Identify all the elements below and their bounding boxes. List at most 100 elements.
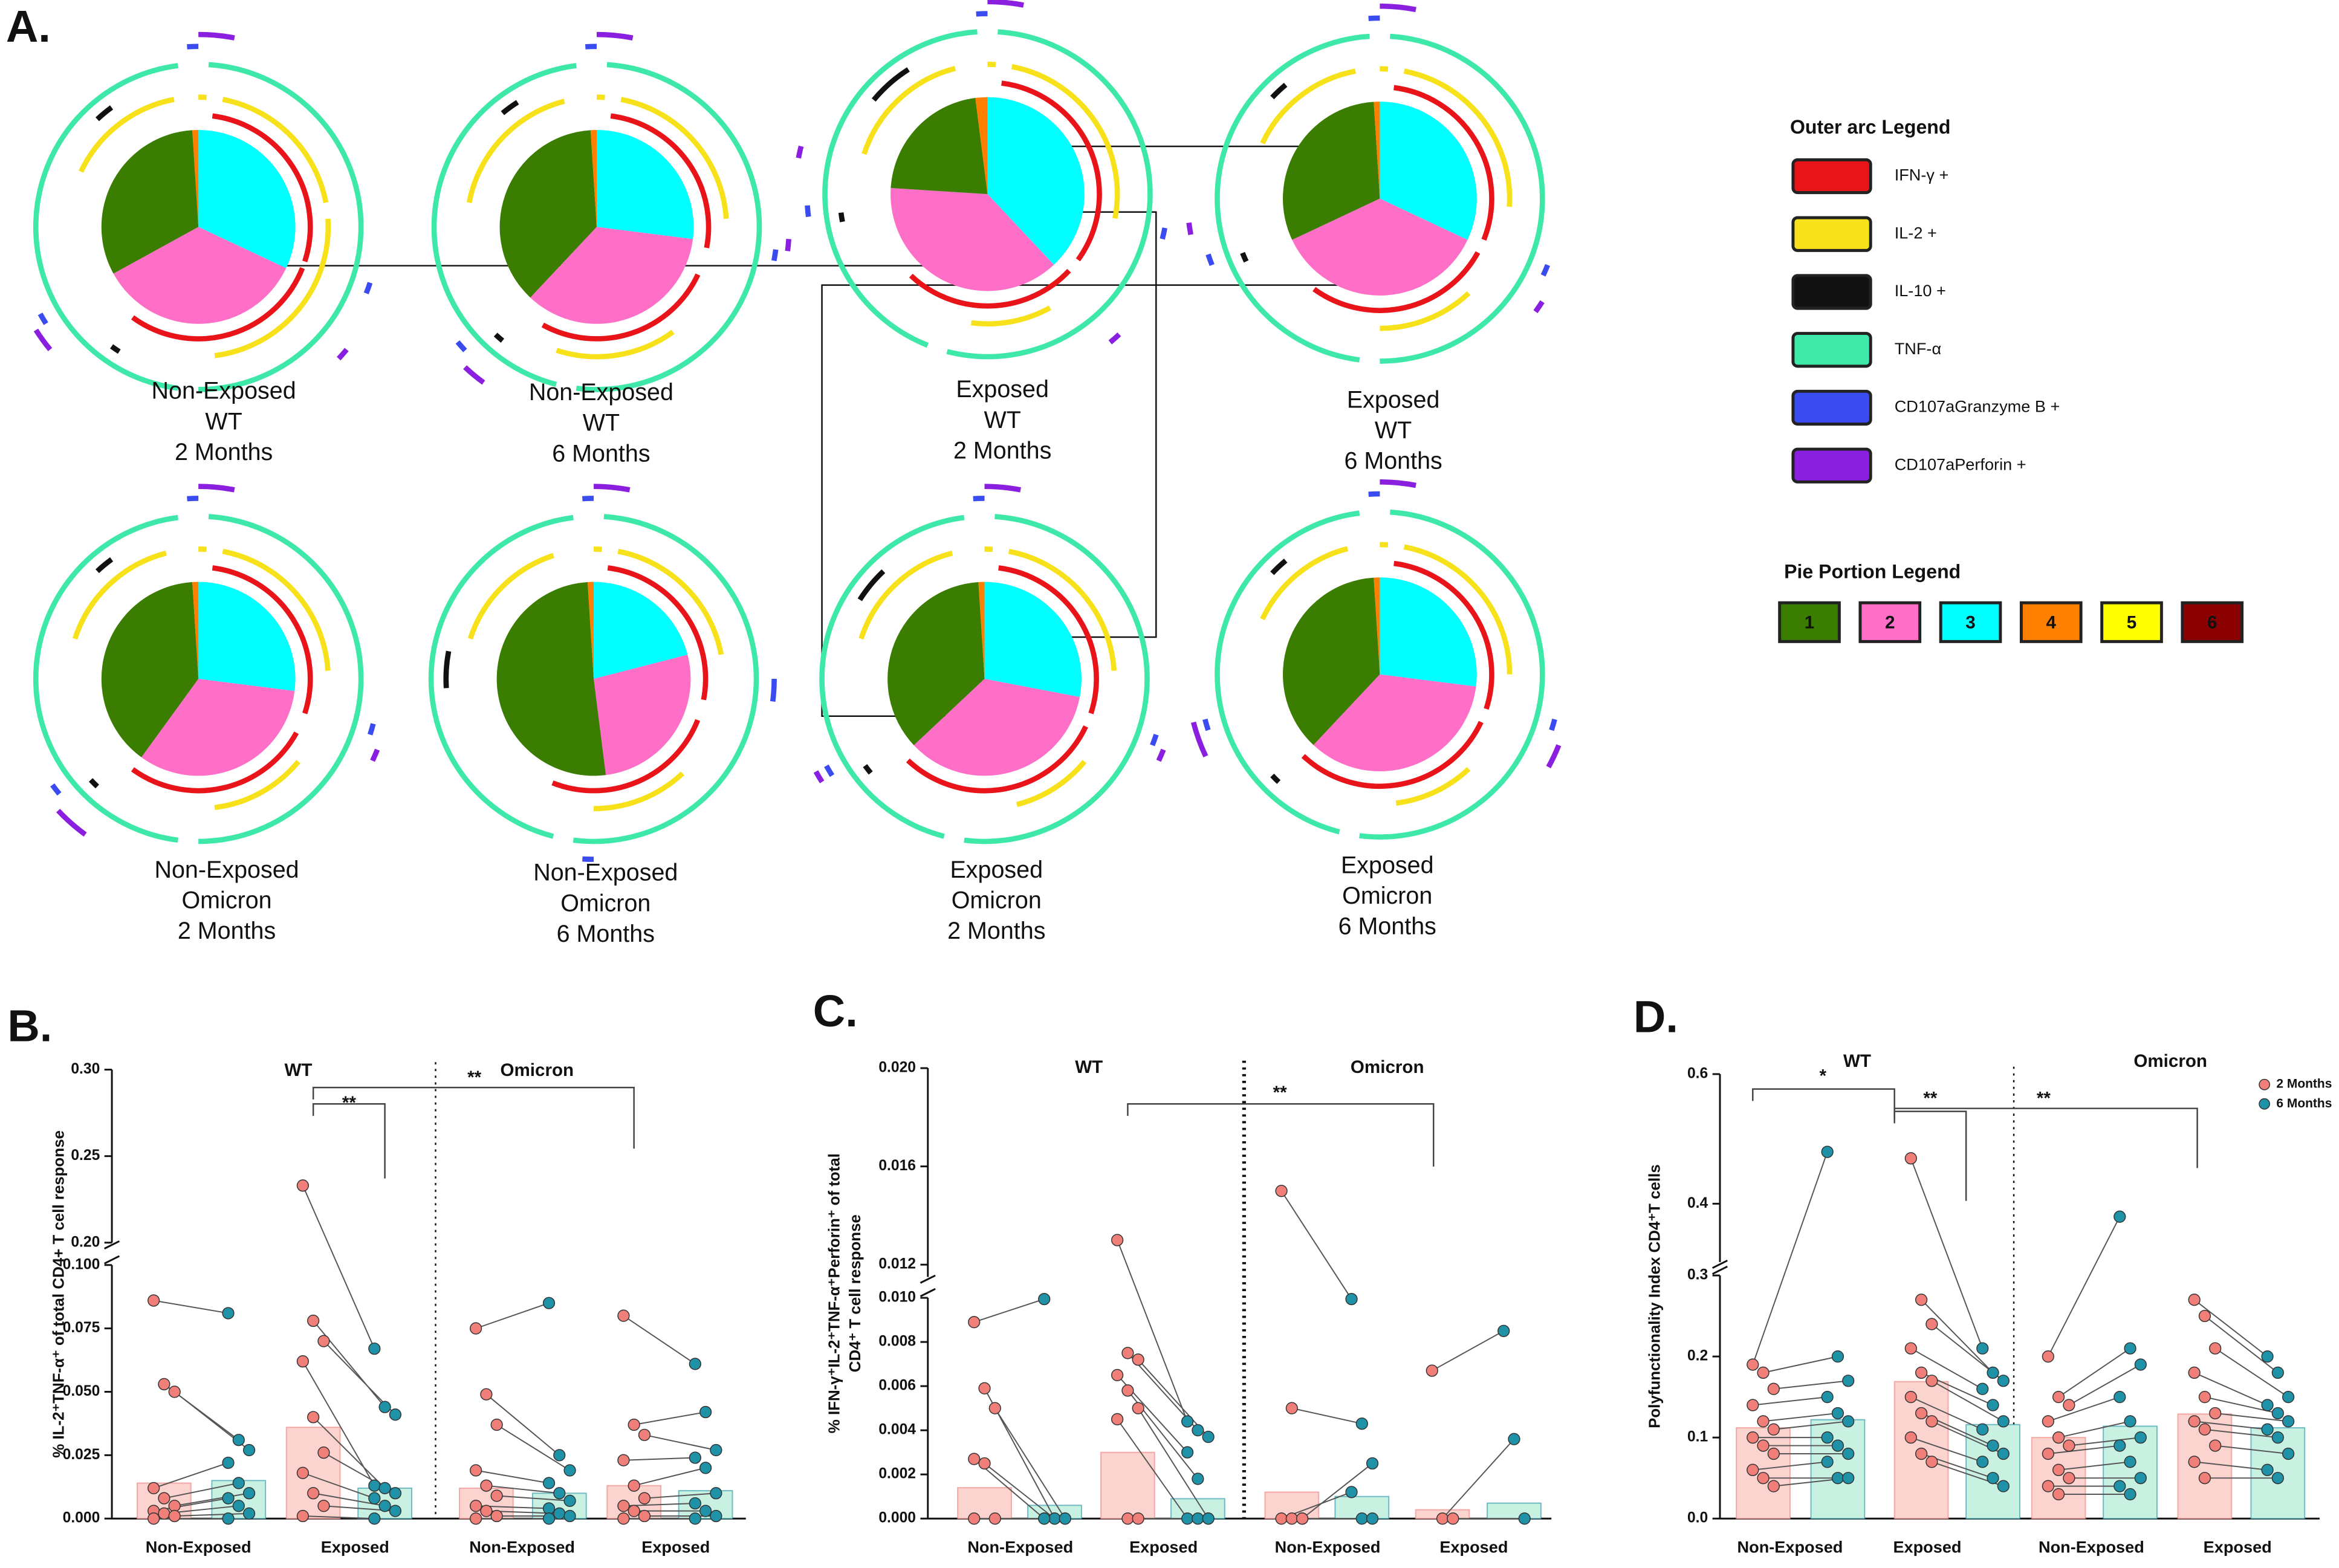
outer-arc — [198, 31, 235, 40]
outer-arc — [1205, 253, 1215, 267]
data-point — [1426, 1364, 1438, 1377]
pie-slice — [1374, 577, 1380, 675]
data-point — [307, 1314, 320, 1327]
pie-slice — [101, 130, 199, 274]
outer-arc — [88, 778, 99, 789]
pair-line — [1117, 1240, 1189, 1422]
data-point — [1821, 1431, 1834, 1444]
pair-line — [1117, 1419, 1188, 1519]
data-point — [1355, 1512, 1368, 1525]
outer-arc — [1016, 760, 1087, 808]
outer-arc — [770, 679, 777, 702]
panel-letter: B. — [7, 1000, 52, 1051]
legend-label: IL-10 + — [1895, 281, 1946, 300]
legend-label: 2 Months — [2276, 1077, 2332, 1091]
data-point — [699, 1505, 712, 1517]
pair-line — [2215, 1445, 2289, 1454]
outer-arc — [1403, 68, 1513, 207]
legend-title: Outer arc Legend — [1790, 116, 1950, 138]
y-tick-label: 0.006 — [878, 1378, 916, 1394]
pie-label: Omicron — [952, 887, 1042, 913]
data-point — [1285, 1402, 1298, 1414]
data-point — [1987, 1439, 1999, 1452]
outer-arc — [813, 770, 825, 783]
pair-line — [1910, 1396, 1983, 1430]
data-point — [1757, 1366, 1770, 1379]
legend-label: 6 Months — [2276, 1097, 2332, 1110]
data-point — [389, 1408, 401, 1421]
y-tick-label: 0.008 — [878, 1333, 916, 1350]
pair-line — [1291, 1407, 1363, 1425]
data-point — [617, 1309, 630, 1322]
data-point — [148, 1294, 160, 1307]
data-point — [978, 1457, 991, 1470]
outer-arc — [976, 11, 988, 17]
data-point — [1831, 1350, 1844, 1363]
outer-arc — [455, 340, 467, 352]
data-point — [689, 1451, 701, 1464]
data-point — [2042, 1415, 2054, 1428]
data-point — [1904, 1391, 1917, 1404]
pair-line — [1921, 1299, 1994, 1373]
data-point — [628, 1479, 640, 1492]
y-axis-label: CD4⁺ T cell response — [847, 1214, 864, 1372]
data-point — [480, 1505, 493, 1517]
data-point — [1915, 1366, 1928, 1379]
data-point — [317, 1447, 330, 1459]
data-point — [710, 1487, 722, 1500]
data-point — [1925, 1415, 1938, 1428]
pie-slice — [113, 227, 287, 324]
data-point — [222, 1456, 235, 1469]
data-point — [1048, 1512, 1061, 1525]
pie-label: 6 Months — [557, 921, 655, 947]
data-point — [1508, 1433, 1520, 1445]
legend-label: IL-2 + — [1895, 223, 1937, 242]
outer-arc — [984, 484, 1021, 493]
data-point — [158, 1378, 170, 1391]
data-point — [307, 1487, 320, 1500]
data-point — [1192, 1512, 1204, 1525]
axis-break — [1711, 1260, 1728, 1275]
data-point — [242, 1507, 256, 1520]
pair-line — [302, 1185, 375, 1349]
pie-label: 2 Months — [178, 918, 276, 944]
legend-swatch — [1791, 274, 1872, 310]
legend-title: Pie Portion Legend — [1784, 560, 1961, 582]
data-point — [490, 1489, 503, 1502]
pair-line — [2068, 1364, 2141, 1406]
data-point — [1059, 1512, 1071, 1525]
pie-slice — [1380, 102, 1477, 240]
outer-arc — [493, 332, 505, 343]
data-point — [470, 1512, 482, 1525]
x-tick-label: Exposed — [1129, 1538, 1198, 1557]
axis-break — [920, 1274, 936, 1297]
pair-line — [475, 1469, 550, 1484]
data-point — [2124, 1415, 2136, 1428]
outer-arc — [33, 63, 179, 391]
data-point — [1821, 1391, 1834, 1404]
pair-line — [302, 1361, 375, 1486]
pie-slice — [141, 679, 295, 776]
legend-swatch — [1778, 601, 1841, 643]
outer-arc — [467, 552, 555, 640]
data-point — [2198, 1472, 2211, 1485]
outer-arc — [594, 771, 684, 812]
y-tick-label: 0.000 — [63, 1510, 100, 1526]
outer-arc — [771, 249, 779, 262]
outer-arc — [1186, 222, 1193, 235]
data-point — [638, 1492, 651, 1505]
x-tick-label: Exposed — [1893, 1538, 1961, 1557]
pair-line — [496, 1495, 570, 1502]
data-point — [2052, 1431, 2065, 1444]
outer-arc — [1368, 15, 1380, 21]
pie-slice — [1292, 198, 1468, 296]
pie-slice — [499, 130, 597, 298]
pie-slice — [192, 130, 199, 227]
pair-line — [2194, 1299, 2268, 1357]
pie-label: Non-Exposed — [152, 378, 296, 404]
outer-arc — [946, 29, 1153, 360]
outer-arc — [551, 719, 701, 794]
outer-arc — [785, 239, 791, 251]
bar — [285, 1427, 341, 1520]
